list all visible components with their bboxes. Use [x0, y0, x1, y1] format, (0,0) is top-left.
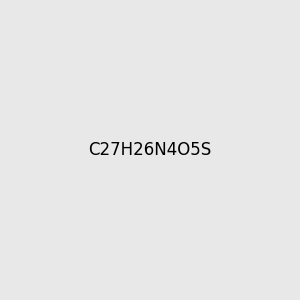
Text: C27H26N4O5S: C27H26N4O5S [88, 141, 212, 159]
